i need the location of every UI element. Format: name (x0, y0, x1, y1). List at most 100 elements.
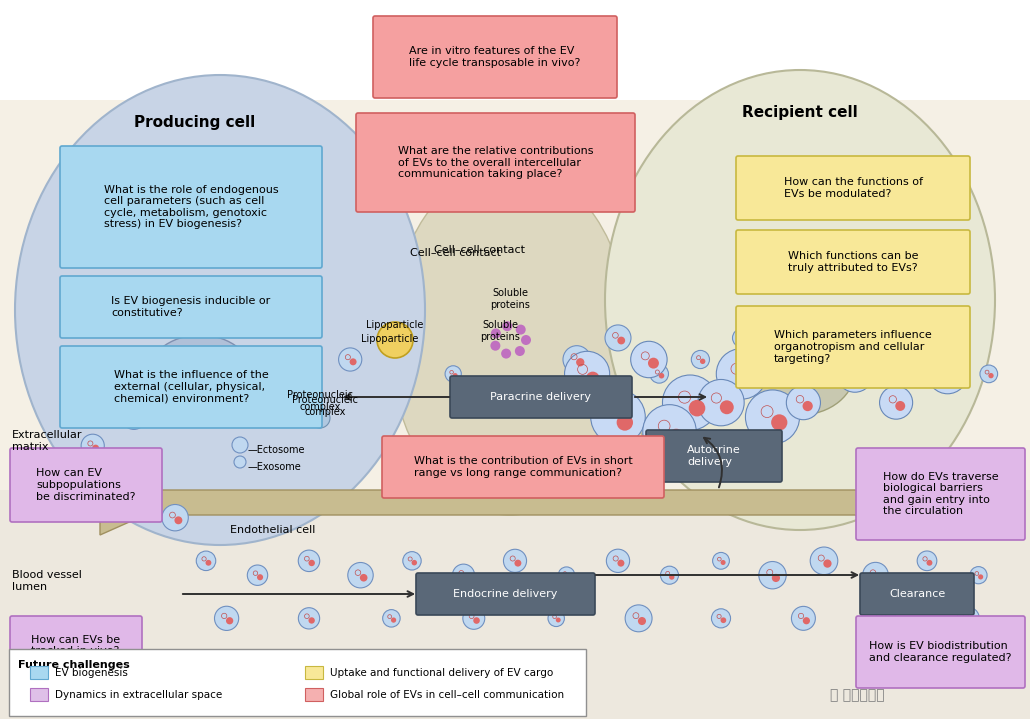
Text: Endothelial cell: Endothelial cell (230, 525, 315, 535)
Circle shape (339, 348, 362, 371)
FancyBboxPatch shape (736, 156, 970, 220)
Circle shape (854, 372, 865, 383)
Text: Future challenges: Future challenges (18, 660, 130, 670)
Circle shape (72, 402, 77, 407)
Circle shape (473, 617, 480, 624)
Text: What is the influence of the
external (cellular, physical,
chemical) environment: What is the influence of the external (c… (113, 370, 269, 403)
Circle shape (876, 608, 896, 628)
Circle shape (359, 574, 368, 582)
FancyBboxPatch shape (736, 230, 970, 294)
Circle shape (863, 562, 888, 588)
Circle shape (617, 414, 633, 431)
Circle shape (936, 334, 959, 357)
FancyBboxPatch shape (60, 346, 322, 428)
Circle shape (712, 609, 730, 628)
Bar (0, 490, 1030, 719)
Circle shape (802, 617, 810, 624)
Circle shape (823, 559, 831, 568)
Text: What are the relative contributions
of EVs to the overall intercellular
communic: What are the relative contributions of E… (398, 146, 593, 179)
Text: Paracrine delivery: Paracrine delivery (490, 392, 591, 402)
Circle shape (502, 349, 511, 359)
Circle shape (390, 336, 399, 344)
Text: —Exosome: —Exosome (248, 462, 302, 472)
Text: Extracellular
matrix: Extracellular matrix (12, 430, 82, 452)
Circle shape (741, 371, 756, 387)
FancyBboxPatch shape (356, 113, 636, 212)
Circle shape (698, 380, 744, 426)
FancyBboxPatch shape (416, 573, 595, 615)
Circle shape (802, 401, 813, 411)
Circle shape (650, 365, 668, 383)
Text: Proteonucleic
complex: Proteonucleic complex (291, 395, 358, 416)
Text: Is EV biogenesis inducible or
constitutive?: Is EV biogenesis inducible or constituti… (111, 296, 271, 318)
Circle shape (967, 617, 974, 624)
Text: What is the contribution of EVs in short
range vs long range communication?: What is the contribution of EVs in short… (414, 456, 632, 478)
Ellipse shape (605, 70, 995, 530)
Circle shape (874, 574, 883, 582)
Circle shape (103, 488, 107, 493)
Text: Dynamics in extracellular space: Dynamics in extracellular space (55, 690, 222, 700)
Circle shape (662, 375, 718, 430)
Circle shape (978, 574, 984, 580)
FancyBboxPatch shape (10, 448, 162, 522)
Circle shape (144, 349, 165, 370)
FancyBboxPatch shape (30, 688, 48, 701)
Circle shape (864, 337, 871, 343)
Circle shape (716, 349, 767, 399)
Circle shape (135, 452, 153, 469)
Circle shape (813, 348, 835, 371)
Circle shape (515, 346, 525, 356)
FancyBboxPatch shape (450, 376, 632, 418)
Circle shape (247, 565, 268, 585)
Circle shape (174, 516, 182, 524)
Circle shape (836, 355, 873, 393)
Circle shape (100, 375, 127, 402)
Circle shape (906, 373, 912, 379)
Text: ✨ 外泌体之家: ✨ 外泌体之家 (830, 688, 885, 702)
Circle shape (299, 608, 319, 629)
Circle shape (504, 549, 526, 572)
Circle shape (234, 456, 246, 468)
Circle shape (759, 562, 786, 589)
FancyBboxPatch shape (305, 688, 323, 701)
FancyBboxPatch shape (60, 146, 322, 268)
Circle shape (771, 574, 780, 582)
Text: EV biogenesis: EV biogenesis (55, 668, 128, 678)
Text: Soluble
proteins: Soluble proteins (490, 288, 530, 310)
Circle shape (591, 390, 645, 444)
Circle shape (638, 617, 646, 625)
Text: How is EV biodistribution
and clearance regulated?: How is EV biodistribution and clearance … (869, 641, 1011, 663)
Circle shape (445, 366, 461, 382)
Text: How do EVs traverse
biological barriers
and gain entry into
the circulation: How do EVs traverse biological barriers … (883, 472, 998, 516)
Ellipse shape (745, 325, 855, 415)
Circle shape (625, 605, 652, 632)
Text: Endocrine delivery: Endocrine delivery (453, 589, 557, 599)
Circle shape (310, 408, 330, 428)
Circle shape (122, 405, 146, 429)
Circle shape (880, 386, 913, 419)
Text: How can EV
subpopulations
be discriminated?: How can EV subpopulations be discriminat… (36, 468, 136, 502)
Ellipse shape (390, 165, 630, 515)
Circle shape (895, 401, 905, 411)
Circle shape (490, 341, 501, 351)
Circle shape (556, 618, 560, 623)
Circle shape (927, 560, 932, 566)
Circle shape (154, 359, 160, 365)
Circle shape (452, 564, 475, 586)
Circle shape (112, 387, 121, 395)
Circle shape (558, 567, 575, 584)
Circle shape (503, 321, 512, 331)
Circle shape (786, 385, 821, 420)
FancyBboxPatch shape (60, 276, 322, 338)
Circle shape (379, 326, 404, 350)
Circle shape (855, 327, 876, 349)
Circle shape (349, 358, 356, 365)
Circle shape (566, 574, 571, 580)
Circle shape (721, 560, 725, 565)
Text: Blood vessel
lumen: Blood vessel lumen (12, 570, 81, 592)
Text: Producing cell: Producing cell (134, 115, 255, 130)
Circle shape (659, 373, 664, 378)
Circle shape (563, 346, 590, 373)
Circle shape (660, 566, 679, 585)
Circle shape (617, 559, 624, 567)
